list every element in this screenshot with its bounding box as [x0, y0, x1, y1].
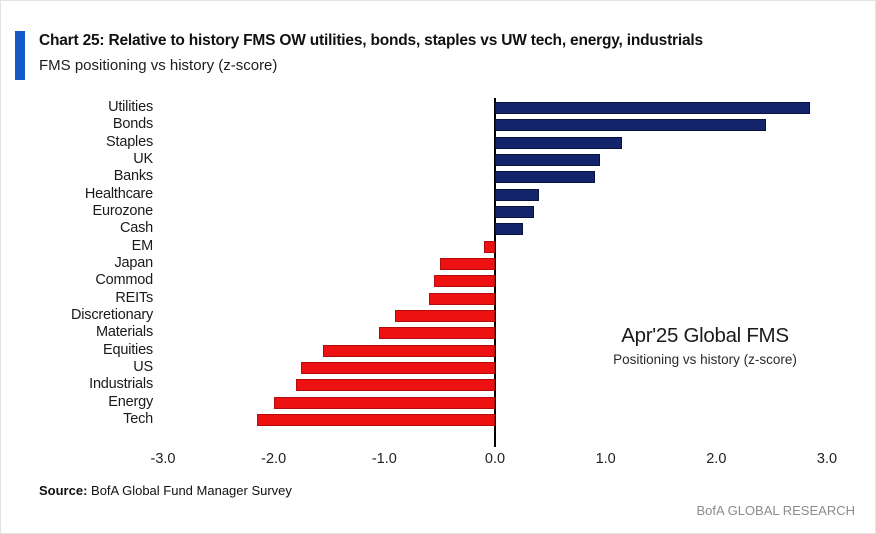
bar-eurozone [495, 205, 534, 218]
bar-us [301, 361, 495, 374]
bar-reits [428, 292, 495, 305]
bar-industrials [295, 379, 495, 392]
bar-utilities [495, 102, 811, 114]
bar-bonds [495, 119, 767, 132]
annotation-subtitle: Positioning vs history (z-score) [613, 352, 797, 367]
category-label-uk: UK [133, 150, 153, 167]
category-label-cash: Cash [119, 220, 153, 237]
category-label-eurozone: Eurozone [92, 202, 154, 219]
bar-materials [378, 327, 495, 340]
bar-banks [495, 171, 595, 184]
category-label-equities: Equities [103, 341, 153, 358]
category-label-banks: Banks [113, 168, 154, 185]
x-tick-label--1.0: -1.0 [371, 451, 397, 468]
x-tick-label-0.0: 0.0 [484, 451, 506, 468]
category-label-commod: Commod [95, 272, 153, 289]
bar-tech [257, 413, 495, 426]
category-label-utilities: Utilities [108, 98, 153, 115]
title-accent-bar [15, 31, 25, 80]
chart-annotation: Apr'25 Global FMS Positioning vs history… [553, 324, 857, 367]
category-label-staples: Staples [106, 133, 153, 150]
category-label-bonds: Bonds [112, 116, 153, 133]
category-label-healthcare: Healthcare [84, 185, 153, 202]
bar-staples [495, 136, 623, 149]
category-label-discretionary: Discretionary [70, 306, 153, 323]
bar-japan [439, 257, 495, 270]
bar-discretionary [395, 309, 495, 322]
category-label-em: EM [131, 237, 154, 254]
category-label-energy: Energy [108, 393, 153, 410]
chart-subtitle: FMS positioning vs history (z-score) [39, 57, 278, 74]
category-label-industrials: Industrials [89, 376, 153, 393]
x-tick-label-2.0: 2.0 [706, 451, 727, 468]
annotation-title: Apr'25 Global FMS [621, 324, 789, 347]
zero-axis-line [494, 98, 496, 448]
source-line: Source: BofA Global Fund Manager Survey [39, 483, 292, 498]
x-tick-label-1.0: 1.0 [595, 451, 616, 468]
chart-title: Chart 25: Relative to history FMS OW uti… [39, 32, 703, 49]
bar-equities [323, 344, 495, 357]
category-label-japan: Japan [114, 254, 153, 271]
x-tick-label--3.0: -3.0 [150, 451, 176, 468]
category-label-reits: REITs [115, 289, 153, 306]
bar-energy [273, 396, 495, 409]
bar-chart: Utilities Bonds Staples UK Banks Healthcare Eu… [1, 96, 875, 471]
category-label-us: US [133, 358, 153, 375]
bar-uk [495, 153, 601, 166]
bar-commod [434, 275, 495, 288]
source-text: BofA Global Fund Manager Survey [87, 483, 292, 498]
bar-em [483, 240, 495, 253]
category-label-materials: Materials [95, 324, 153, 341]
source-label: Source: [39, 483, 88, 498]
bar-healthcare [495, 188, 540, 201]
x-tick-label--2.0: -2.0 [261, 451, 287, 468]
bar-cash [495, 223, 523, 236]
x-tick-label-3.0: 3.0 [816, 451, 838, 468]
branding-text: BofA GLOBAL RESEARCH [696, 503, 855, 518]
category-label-tech: Tech [123, 410, 153, 427]
